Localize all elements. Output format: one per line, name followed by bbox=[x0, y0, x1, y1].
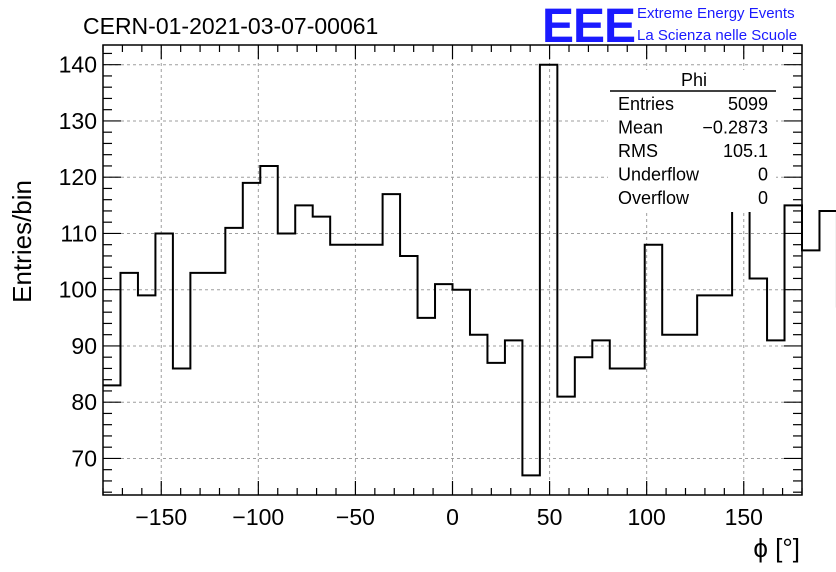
x-tick-label: −50 bbox=[336, 504, 375, 530]
histogram-bin bbox=[120, 273, 137, 495]
histogram-bin bbox=[750, 278, 767, 495]
stats-label: Overflow bbox=[618, 188, 690, 208]
histogram-bin bbox=[505, 340, 522, 495]
histogram-bin bbox=[557, 397, 574, 495]
histogram-bin bbox=[278, 233, 295, 495]
stats-value: 105.1 bbox=[723, 141, 768, 161]
histogram-bin bbox=[225, 228, 242, 495]
histogram-bin bbox=[365, 245, 382, 495]
eee-logo: EEE bbox=[542, 0, 635, 53]
histogram-bin bbox=[453, 290, 470, 495]
histogram-series bbox=[103, 63, 836, 495]
x-tick-label: 50 bbox=[537, 504, 563, 530]
histogram-bin bbox=[819, 211, 836, 495]
histogram-bin bbox=[522, 475, 539, 495]
histogram-outline bbox=[103, 63, 836, 477]
y-tick-label: 130 bbox=[59, 108, 97, 134]
histogram-bin bbox=[697, 295, 714, 495]
histogram-bin bbox=[575, 357, 592, 495]
histogram-bin bbox=[313, 217, 330, 495]
y-tick-label: 90 bbox=[71, 333, 97, 359]
histogram-bin bbox=[348, 245, 365, 495]
stats-label: RMS bbox=[618, 141, 658, 161]
histogram-bin bbox=[260, 166, 277, 495]
y-tick-label: 80 bbox=[71, 389, 97, 415]
histogram-bin bbox=[435, 284, 452, 495]
histogram-bin bbox=[767, 340, 784, 495]
histogram-bin bbox=[330, 245, 347, 495]
histogram-bin bbox=[645, 245, 662, 495]
y-tick-label: 100 bbox=[59, 277, 97, 303]
x-tick-label: 0 bbox=[446, 504, 459, 530]
histogram-bin bbox=[295, 205, 312, 495]
y-axis-label: Entries/bin bbox=[7, 180, 37, 303]
logo-line-1: Extreme Energy Events bbox=[637, 5, 795, 22]
stats-label: Mean bbox=[618, 118, 663, 138]
logo-line-2: La Scienza nelle Scuole bbox=[637, 27, 797, 44]
histogram-bin bbox=[138, 295, 155, 495]
histogram-bin bbox=[540, 65, 557, 495]
histogram-bin bbox=[662, 335, 679, 495]
axes bbox=[102, 44, 803, 496]
histogram-bin bbox=[715, 295, 732, 495]
histogram-bin bbox=[732, 205, 749, 495]
x-tick-label: 100 bbox=[627, 504, 665, 530]
x-tick-label: −150 bbox=[135, 504, 187, 530]
histogram-bin bbox=[680, 335, 697, 495]
x-axis-label: ϕ [°] bbox=[753, 533, 800, 563]
histogram-bin bbox=[487, 363, 504, 495]
stats-value: 0 bbox=[758, 188, 768, 208]
y-tick-label: 120 bbox=[59, 164, 97, 190]
histogram-bin bbox=[418, 318, 435, 495]
histogram-bin bbox=[785, 205, 802, 495]
tick-labels: −150 −100 −50 0 50 100 150 70 80 90 100 110 120 130 14… bbox=[59, 52, 763, 530]
histogram-bin bbox=[627, 368, 644, 495]
histogram-bin bbox=[592, 340, 609, 495]
x-tick-label: 150 bbox=[725, 504, 763, 530]
histogram-bin bbox=[155, 233, 172, 495]
chart-title: CERN-01-2021-03-07-00061 bbox=[83, 13, 378, 39]
y-tick-label: 70 bbox=[71, 445, 97, 471]
stats-title: Phi bbox=[681, 70, 707, 90]
stats-value: 0 bbox=[758, 165, 768, 185]
y-tick-label: 110 bbox=[60, 220, 97, 246]
histogram-bin bbox=[383, 194, 400, 495]
histogram-bin bbox=[190, 273, 207, 495]
histogram-bin bbox=[243, 183, 260, 495]
x-tick-label: −100 bbox=[232, 504, 284, 530]
histogram-bin bbox=[802, 250, 819, 495]
histogram-bin bbox=[208, 273, 225, 495]
histogram-bin bbox=[610, 368, 627, 495]
stats-box: Phi Entries 5099 Mean −0.2873 RMS 105.1 Underf… bbox=[608, 70, 776, 212]
histogram-bin bbox=[173, 368, 190, 495]
stats-value: −0.2873 bbox=[702, 118, 768, 138]
y-tick-label: 140 bbox=[59, 52, 97, 78]
histogram-bin bbox=[400, 256, 417, 495]
histogram-bin bbox=[470, 335, 487, 495]
stats-value: 5099 bbox=[728, 94, 768, 114]
stats-label: Entries bbox=[618, 94, 674, 114]
stats-label: Underflow bbox=[618, 165, 700, 185]
